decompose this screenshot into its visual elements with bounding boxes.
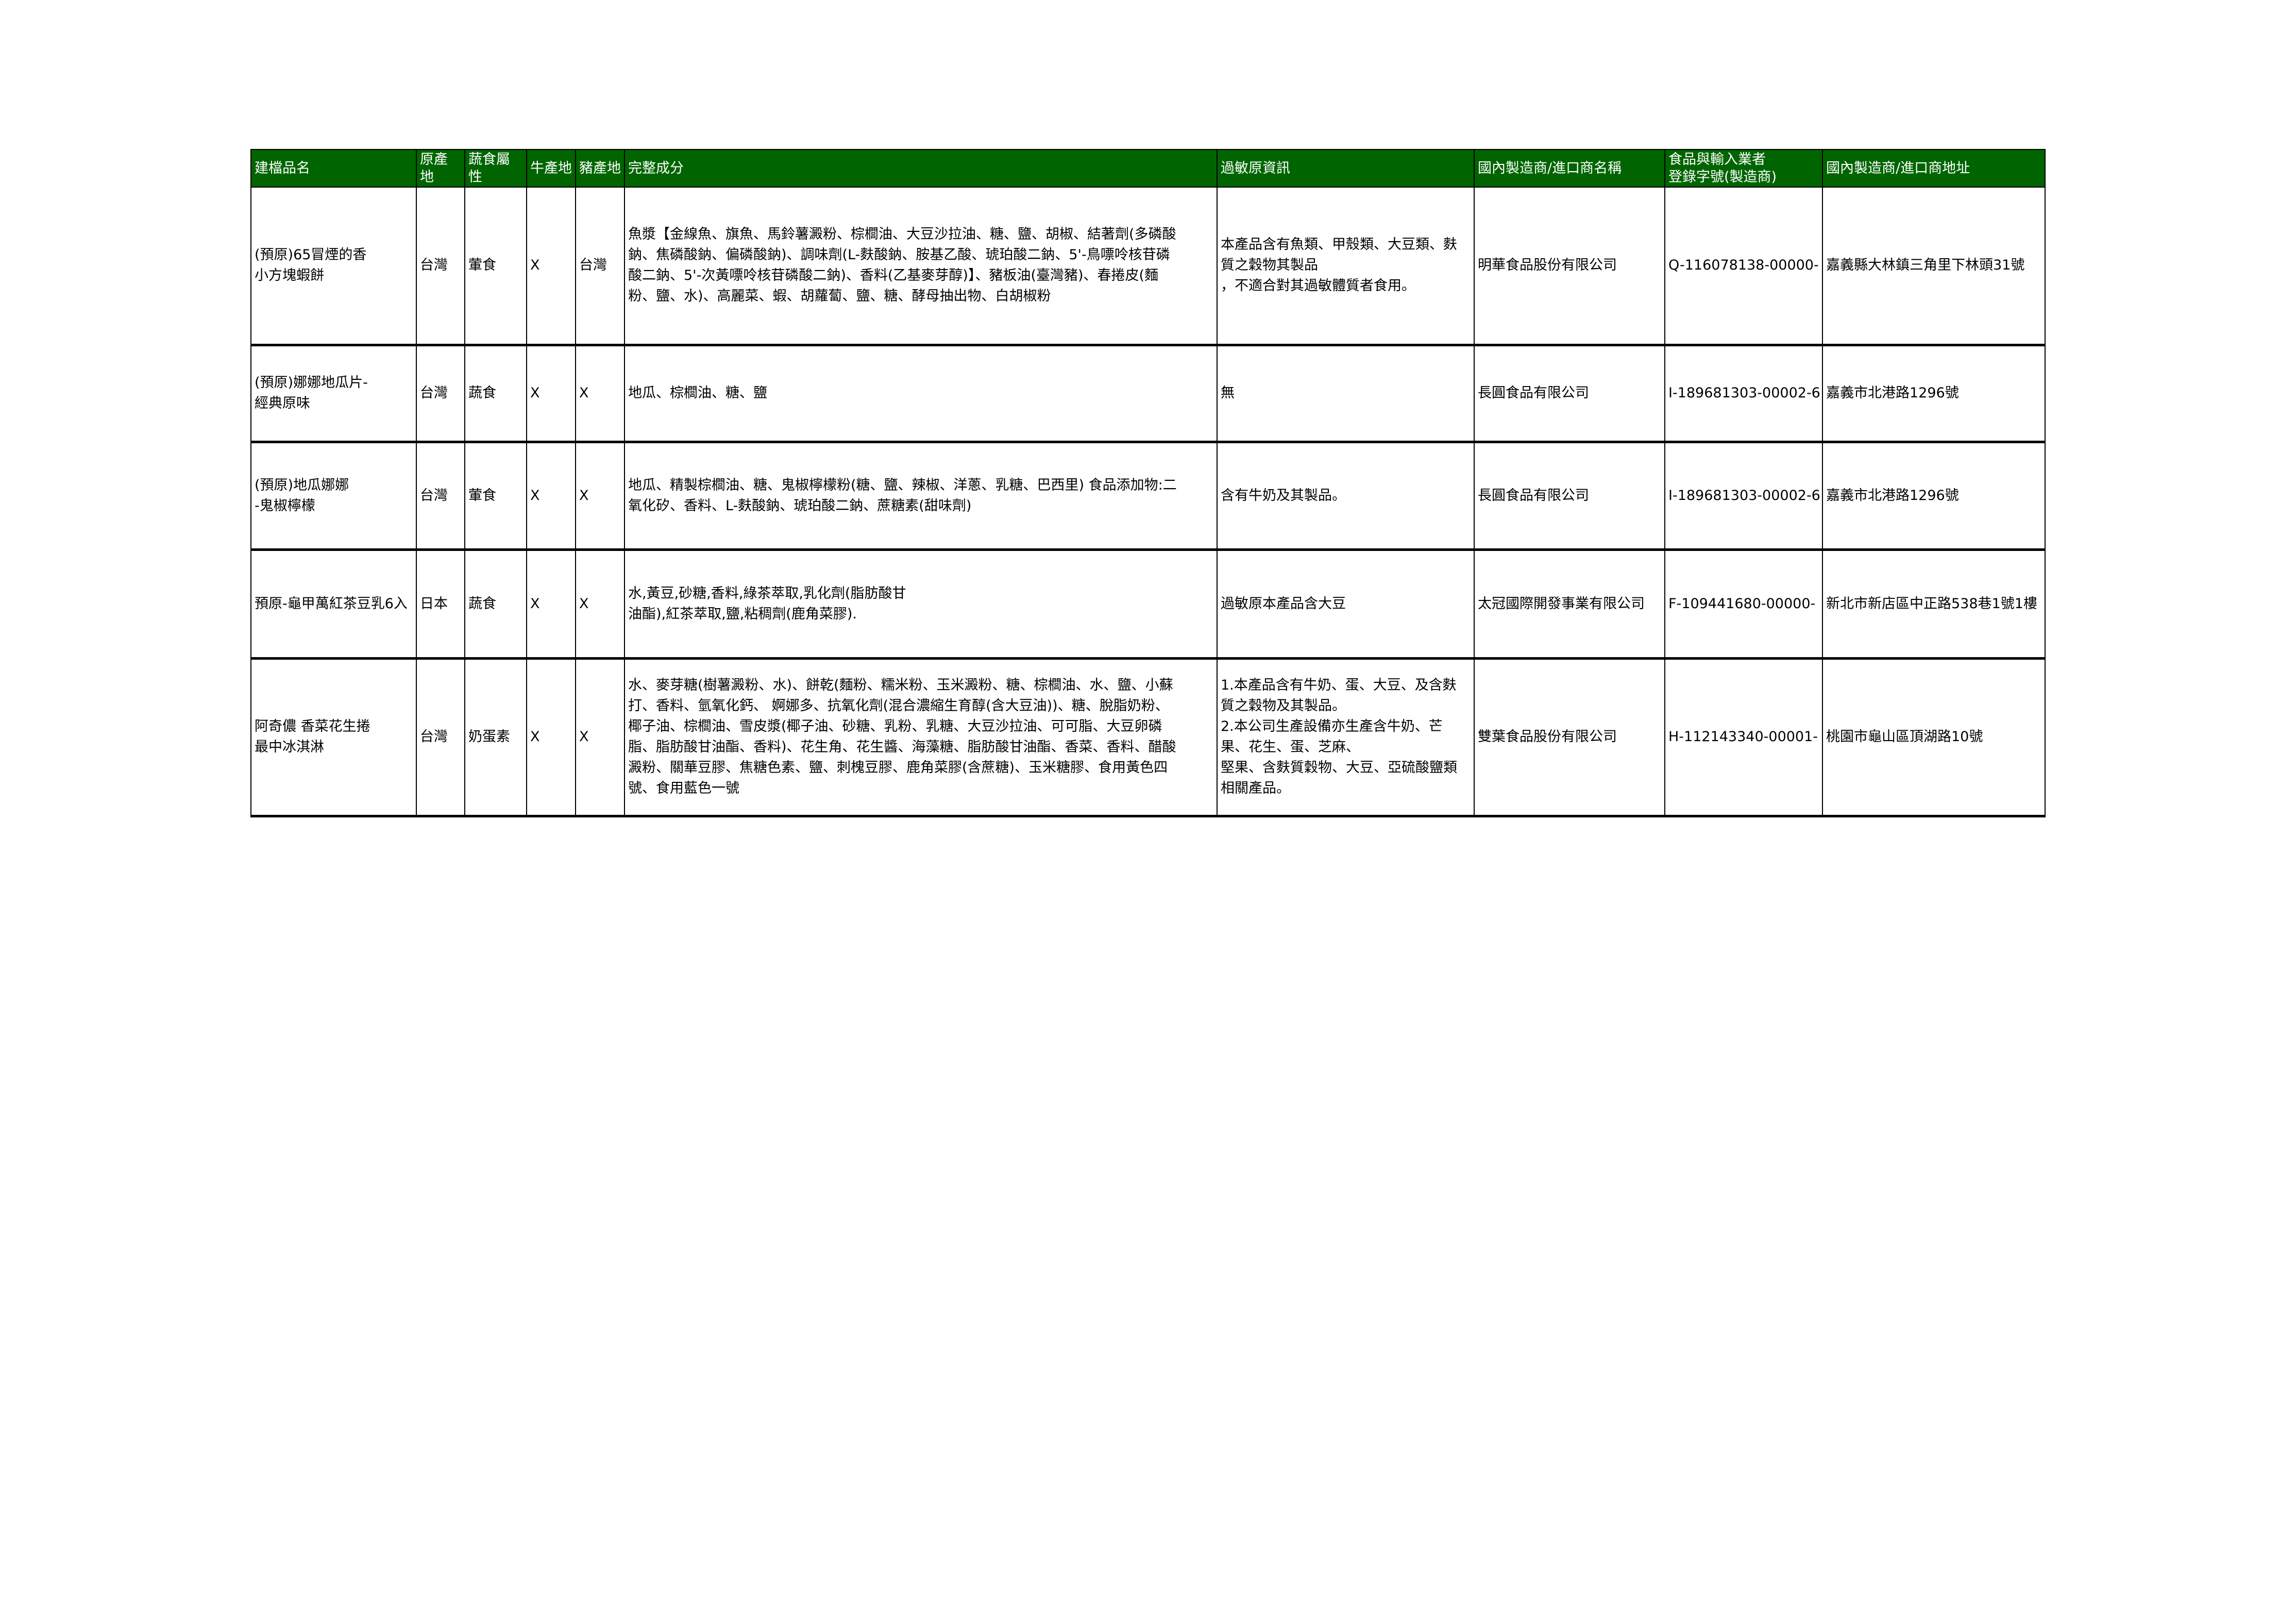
cell-veg-type: 葷食 [464,441,527,551]
cell-ingredients: 地瓜、精製棕櫚油、糖、鬼椒檸檬粉(糖、鹽、辣椒、洋蔥、乳糖、巴西里) 食品添加物… [624,441,1218,551]
header-address: 國內製造商/進口商地址 [1822,149,2046,188]
table-row: (預原)65冒煙的香 小方塊蝦餅 台灣 葷食 X 台灣 魚漿【金線魚、旗魚、馬鈴… [250,187,2046,346]
cell-address: 嘉義縣大林鎮三角里下林頭31號 [1822,187,2046,346]
cell-origin: 台灣 [416,344,465,443]
cell-pork-origin: X [575,441,625,551]
cell-address: 嘉義市北港路1296號 [1822,344,2046,443]
cell-allergen: 1.本產品含有牛奶、蛋、大豆、及含麩 質之穀物及其製品。 2.本公司生產設備亦生… [1217,658,1475,817]
header-allergen: 過敏原資訊 [1217,149,1475,188]
cell-reg-no: F-109441680-00000- [1664,549,1823,660]
cell-product-name: (預原)65冒煙的香 小方塊蝦餅 [250,187,417,346]
cell-beef-origin: X [526,549,576,660]
cell-origin: 台灣 [416,658,465,817]
cell-reg-no: Q-116078138-00000- [1664,187,1823,346]
cell-ingredients: 水、麥芽糖(樹薯澱粉、水)、餅乾(麵粉、糯米粉、玉米澱粉、糖、棕櫚油、水、鹽、小… [624,658,1218,817]
header-veg-type: 蔬食屬性 [464,149,527,188]
cell-maker: 明華食品股份有限公司 [1474,187,1665,346]
cell-product-name: (預原)娜娜地瓜片- 經典原味 [250,344,417,443]
header-reg-no: 食品與輸入業者 登錄字號(製造商) [1664,149,1823,188]
cell-veg-type: 葷食 [464,187,527,346]
cell-veg-type: 奶蛋素 [464,658,527,817]
table-row: 預原-龜甲萬紅茶豆乳6入 日本 蔬食 X X 水,黃豆,砂糖,香料,綠茶萃取,乳… [250,549,2046,660]
cell-reg-no: I-189681303-00002-6 [1664,441,1823,551]
cell-product-name: 阿奇儂 香菜花生捲 最中冰淇淋 [250,658,417,817]
table-row: 阿奇儂 香菜花生捲 最中冰淇淋 台灣 奶蛋素 X X 水、麥芽糖(樹薯澱粉、水)… [250,658,2046,817]
cell-ingredients: 水,黃豆,砂糖,香料,綠茶萃取,乳化劑(脂肪酸甘 油酯),紅茶萃取,鹽,粘稠劑(… [624,549,1218,660]
cell-beef-origin: X [526,344,576,443]
cell-allergen: 本產品含有魚類、甲殼類、大豆類、麩 質之穀物其製品 ，不適合對其過敏體質者食用。 [1217,187,1475,346]
header-row: 建檔品名 原產 地 蔬食屬性 牛產地 豬產地 完整成分 過敏原資訊 國內製造商/… [250,149,2046,188]
cell-ingredients: 魚漿【金線魚、旗魚、馬鈴薯澱粉、棕櫚油、大豆沙拉油、糖、鹽、胡椒、結著劑(多磷酸… [624,187,1218,346]
cell-allergen: 無 [1217,344,1475,443]
cell-allergen: 含有牛奶及其製品。 [1217,441,1475,551]
cell-reg-no: I-189681303-00002-6 [1664,344,1823,443]
header-product-name: 建檔品名 [250,149,417,188]
cell-beef-origin: X [526,441,576,551]
cell-product-name: 預原-龜甲萬紅茶豆乳6入 [250,549,417,660]
table-row: (預原)地瓜娜娜 -鬼椒檸檬 台灣 葷食 X X 地瓜、精製棕櫚油、糖、鬼椒檸檬… [250,441,2046,551]
cell-ingredients: 地瓜、棕櫚油、糖、鹽 [624,344,1218,443]
cell-pork-origin: X [575,549,625,660]
product-table: 建檔品名 原產 地 蔬食屬性 牛產地 豬產地 完整成分 過敏原資訊 國內製造商/… [250,149,2046,817]
header-origin: 原產 地 [416,149,465,188]
table-row: (預原)娜娜地瓜片- 經典原味 台灣 蔬食 X X 地瓜、棕櫚油、糖、鹽 無 長… [250,344,2046,443]
cell-origin: 日本 [416,549,465,660]
cell-pork-origin: 台灣 [575,187,625,346]
cell-maker: 長圓食品有限公司 [1474,344,1665,443]
header-maker: 國內製造商/進口商名稱 [1474,149,1665,188]
cell-allergen: 過敏原本產品含大豆 [1217,549,1475,660]
header-beef-origin: 牛產地 [526,149,576,188]
cell-pork-origin: X [575,658,625,817]
cell-maker: 太冠國際開發事業有限公司 [1474,549,1665,660]
cell-reg-no: H-112143340-00001- [1664,658,1823,817]
cell-pork-origin: X [575,344,625,443]
header-ingredients: 完整成分 [624,149,1218,188]
cell-maker: 雙葉食品股份有限公司 [1474,658,1665,817]
cell-address: 嘉義市北港路1296號 [1822,441,2046,551]
cell-beef-origin: X [526,658,576,817]
cell-origin: 台灣 [416,187,465,346]
cell-address: 桃園市龜山區頂湖路10號 [1822,658,2046,817]
cell-product-name: (預原)地瓜娜娜 -鬼椒檸檬 [250,441,417,551]
header-pork-origin: 豬產地 [575,149,625,188]
cell-maker: 長圓食品有限公司 [1474,441,1665,551]
cell-veg-type: 蔬食 [464,549,527,660]
cell-origin: 台灣 [416,441,465,551]
cell-address: 新北市新店區中正路538巷1號1樓 [1822,549,2046,660]
cell-beef-origin: X [526,187,576,346]
cell-veg-type: 蔬食 [464,344,527,443]
